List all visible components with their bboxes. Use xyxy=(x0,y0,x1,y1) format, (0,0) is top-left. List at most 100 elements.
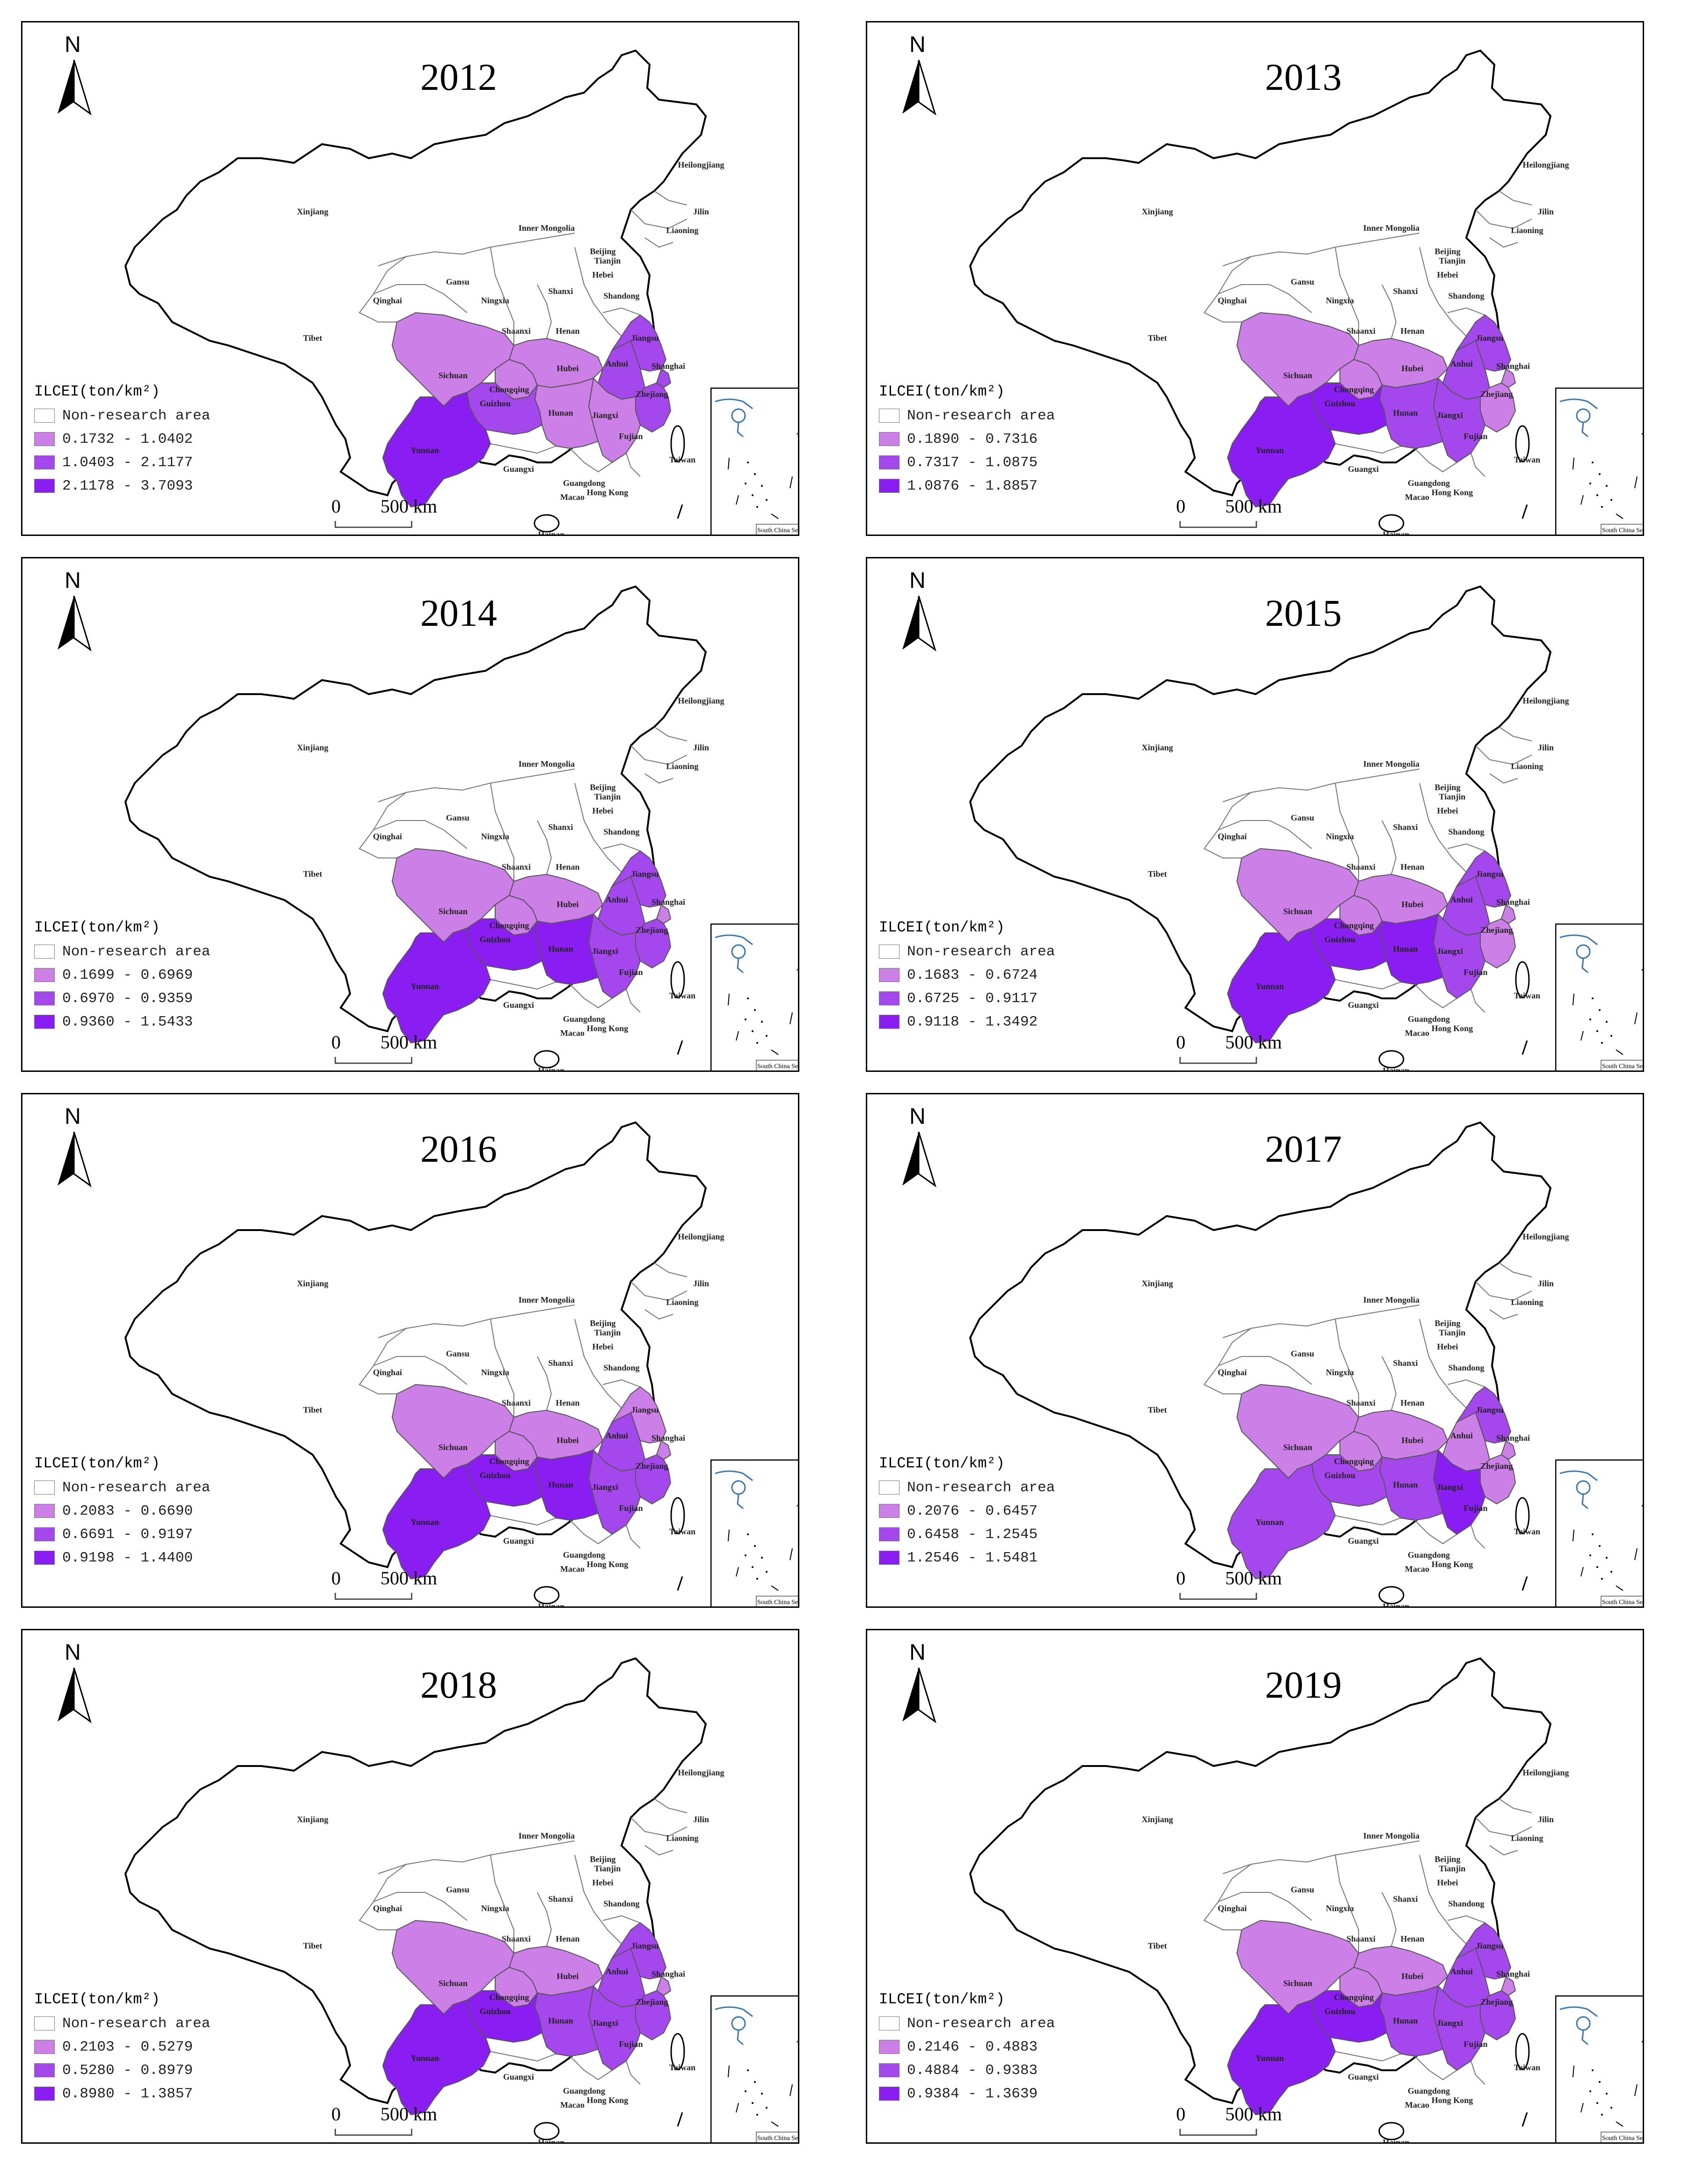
legend-swatch xyxy=(879,409,900,423)
province-label: Xinjiang xyxy=(1141,743,1173,752)
legend-label: 0.9384 - 1.3639 xyxy=(907,2085,1038,2102)
legend-swatch xyxy=(879,2087,900,2101)
province-label: Guangdong xyxy=(563,1550,605,1560)
province-label: Fujian xyxy=(619,2039,643,2049)
legend-swatch xyxy=(34,2040,55,2054)
province-label: Shaanxi xyxy=(1346,1398,1375,1407)
island-taiwan xyxy=(670,961,685,998)
province-border xyxy=(1470,2060,1485,2085)
legend-label: Non-research area xyxy=(62,943,211,960)
south-china-sea-inset: South China Sea xyxy=(710,923,798,1070)
province-border xyxy=(1222,1840,1420,1874)
legend-swatch xyxy=(879,2063,900,2077)
province-label: Beijing xyxy=(590,247,615,256)
north-label: N xyxy=(65,1104,81,1129)
province-label: Beijing xyxy=(590,1319,615,1328)
province-shanghai xyxy=(1500,904,1516,924)
north-arrow-icon: N xyxy=(55,32,93,125)
province-border xyxy=(537,820,552,875)
legend-item: Non-research area xyxy=(34,1476,210,1499)
legend-item: 0.6458 - 1.2545 xyxy=(879,1523,1055,1546)
province-label: Jiangsu xyxy=(631,869,658,879)
map-panel-2014: Xinjiang Tibet Qinghai Gansu Ningxia Inner Mo… xyxy=(21,557,799,1072)
legend-swatch xyxy=(34,2087,55,2101)
inset-label: South China Sea xyxy=(1602,2135,1644,2142)
province-label: Shandong xyxy=(603,1363,639,1372)
province-label: Xinjiang xyxy=(297,207,328,216)
north-arrow-icon: N xyxy=(900,32,937,125)
province-label: Shandong xyxy=(1448,1899,1484,1908)
province-border xyxy=(626,1524,641,1549)
province-label: Shandong xyxy=(1448,291,1484,300)
province-label: Shanxi xyxy=(548,822,573,832)
legend-label: 0.1683 - 0.6724 xyxy=(907,967,1038,983)
province-border xyxy=(626,2060,641,2085)
province-label: Taiwan xyxy=(669,2063,695,2072)
province-label: Shanxi xyxy=(1393,1894,1418,1904)
north-label: N xyxy=(65,568,81,593)
province-border xyxy=(1489,1309,1518,1320)
province-label: Hubei xyxy=(1401,1971,1423,1981)
province-label: Inner Mongolia xyxy=(519,759,575,769)
legend-item: Non-research area xyxy=(879,404,1055,427)
map-legend: ILCEI(ton/km²) Non-research area 0.2076 - … xyxy=(879,1455,1055,1569)
province-border xyxy=(644,773,673,784)
province-label: Xinjiang xyxy=(297,743,328,752)
legend-label: 0.6725 - 0.9117 xyxy=(907,990,1038,1007)
province-label: Taiwan xyxy=(1514,455,1540,464)
map-legend: ILCEI(ton/km²) Non-research area 0.1732 - … xyxy=(34,383,210,498)
legend-title: ILCEI(ton/km²) xyxy=(879,919,1005,936)
province-border xyxy=(644,237,673,248)
province-label: Shanghai xyxy=(1496,1969,1530,1979)
province-label: Qinghai xyxy=(1218,1368,1247,1377)
province-border xyxy=(1335,1854,1359,1953)
province-label: Hubei xyxy=(1401,900,1423,909)
province-label: Jilin xyxy=(693,207,709,216)
province-label: Zhejiang xyxy=(1480,925,1513,935)
island-hainan xyxy=(534,1586,560,1605)
island-taiwan xyxy=(1515,2033,1530,2070)
north-arrow-icon: N xyxy=(55,1640,93,1733)
legend-title: ILCEI(ton/km²) xyxy=(34,1455,160,1472)
legend-label: 0.2083 - 0.6690 xyxy=(62,1502,193,1519)
province-label: Hebei xyxy=(592,1342,614,1351)
scale-distance: 500 km xyxy=(380,496,438,517)
legend-item: 0.6691 - 0.9197 xyxy=(34,1523,210,1546)
legend-label: Non-research area xyxy=(62,2015,211,2032)
legend-item: 0.2083 - 0.6690 xyxy=(34,1499,210,1523)
province-label: Jiangsu xyxy=(631,333,658,343)
province-border xyxy=(537,1892,552,1947)
province-border xyxy=(1419,247,1467,337)
province-label: Anhui xyxy=(606,895,628,904)
province-border xyxy=(1470,453,1485,477)
map-legend: ILCEI(ton/km²) Non-research area 0.1890 - … xyxy=(879,383,1055,498)
province-label: Hubei xyxy=(1401,1436,1423,1445)
legend-item: 0.8980 - 1.3857 xyxy=(34,2082,210,2105)
scale-bar: 0 500 km xyxy=(329,1031,446,1064)
province-label: Jiangxi xyxy=(592,946,618,956)
province-border xyxy=(1475,1281,1532,1301)
province-label: Qinghai xyxy=(373,296,402,305)
legend-label: Non-research area xyxy=(907,2015,1055,2032)
province-label: Guangdong xyxy=(1408,478,1450,488)
scale-distance: 500 km xyxy=(1225,496,1282,517)
legend-swatch xyxy=(879,991,900,1005)
island-taiwan xyxy=(670,2033,685,2070)
province-label: Liaoning xyxy=(666,226,698,235)
island-taiwan xyxy=(1515,961,1530,998)
province-label: Tianjin xyxy=(1439,1328,1466,1337)
province-label: Guangxi xyxy=(503,464,534,474)
scale-bar-line xyxy=(1179,1593,1257,1600)
province-label: Guangdong xyxy=(563,478,605,488)
province-label: Macao xyxy=(1405,492,1429,502)
island-hainan xyxy=(534,1050,560,1069)
map-panel-2018: Xinjiang Tibet Qinghai Gansu Ningxia Inner Mo… xyxy=(21,1629,799,2144)
province-shanghai xyxy=(656,1976,672,1996)
province-label: Shanghai xyxy=(651,1433,685,1443)
north-arrow-icon: N xyxy=(900,568,937,661)
island-hainan xyxy=(534,2122,560,2140)
legend-swatch xyxy=(34,968,55,982)
province-label: Hebei xyxy=(1437,1342,1458,1351)
province-label: Guizhou xyxy=(1324,399,1355,408)
province-label: Beijing xyxy=(590,783,615,792)
